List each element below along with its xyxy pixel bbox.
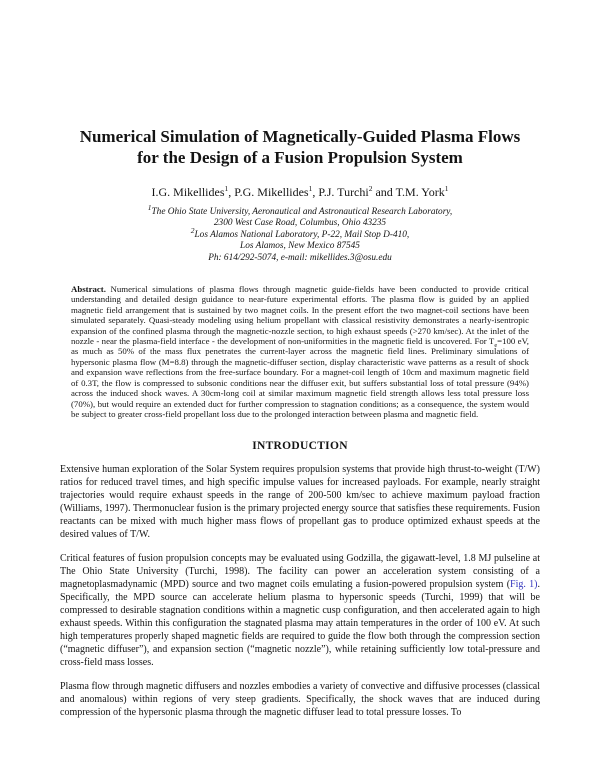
- affiliation-marker: 1: [147, 202, 152, 212]
- affiliation-line: Los Alamos, New Mexico 87545: [240, 241, 360, 252]
- paper-title-line2: for the Design of a Fusion Propulsion Sy…: [137, 148, 463, 167]
- intro-paragraph-3: Plasma flow through magnetic diffusers a…: [60, 681, 540, 719]
- affiliation-text: The Ohio State University, Aeronautical …: [151, 207, 453, 217]
- contact-line: Ph: 614/292-5074, e-mail: mikellides.3@o…: [208, 252, 392, 263]
- affiliation-line: 1The Ohio State University, Aeronautical…: [0, 204, 600, 218]
- abstract-paragraph: Abstract. Numerical simulations of plasm…: [71, 284, 529, 419]
- affiliation-text: Los Alamos National Laboratory, P-22, Ma…: [194, 229, 410, 240]
- author-list: I.G. Mikellides1, P.G. Mikellides1, P.J.…: [0, 185, 600, 199]
- intro-paragraph-1: Extensive human exploration of the Solar…: [60, 464, 540, 541]
- intro-paragraph-2-text: Critical features of fusion propulsion c…: [60, 553, 540, 591]
- author-affiliation-marker: 1: [224, 184, 229, 193]
- author-name: , P.G. Mikellides: [228, 185, 309, 199]
- author-name: I.G. Mikellides: [151, 185, 225, 199]
- section-heading-introduction: INTRODUCTION: [252, 440, 348, 453]
- affiliation-line: 2300 West Case Road, Columbus, Ohio 4323…: [213, 218, 387, 229]
- author-affiliation-marker: 2: [368, 184, 373, 193]
- intro-paragraph-2: Critical features of fusion propulsion c…: [60, 552, 540, 669]
- author-name: , P.J. Turchi: [312, 185, 369, 199]
- subscript-e: e: [494, 341, 498, 349]
- affiliation-line: 2Los Alamos National Laboratory, P-22, M…: [0, 226, 600, 241]
- affiliation-block: 1The Ohio State University, Aeronautical…: [0, 204, 600, 264]
- abstract-label: Abstract.: [71, 284, 106, 295]
- figure-1-link[interactable]: Fig. 1): [510, 579, 538, 591]
- author-affiliation-marker: 1: [444, 184, 449, 193]
- author-affiliation-marker: 1: [308, 184, 313, 193]
- intro-paragraph-2-text-after: . Specifically, the MPD source can accel…: [60, 579, 540, 669]
- author-name: and T.M. York: [372, 185, 445, 199]
- paper-title-line1: Numerical Simulation of Magnetically-Gui…: [79, 127, 521, 146]
- abstract-text-part1: Numerical simulations of plasma flows th…: [71, 284, 529, 347]
- affiliation-marker: 2: [190, 225, 195, 235]
- abstract-text-part2: =100 eV, as much as 50% of the mass flux…: [71, 336, 529, 419]
- paper-title: Numerical Simulation of Magnetically-Gui…: [40, 126, 560, 168]
